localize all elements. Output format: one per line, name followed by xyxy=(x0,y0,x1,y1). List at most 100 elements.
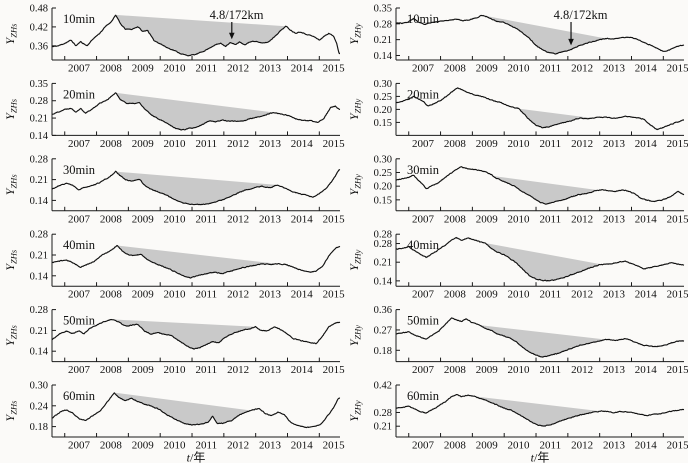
x-axis-title: t/年 xyxy=(531,451,550,463)
x-tick-label: 2008 xyxy=(100,289,123,301)
y-tick-label: 0.28 xyxy=(374,230,392,241)
x-tick-label: 2008 xyxy=(444,138,467,150)
x-tick-label: 2008 xyxy=(444,440,467,452)
y-tick-label: 0.14 xyxy=(30,347,49,358)
subplot-right-50min: 0.36 0.27 0.18 2007 2008 2009 2010 2011 2012 2013… xyxy=(347,305,688,376)
subplot-left-30min: 0.28 0.21 0.14 2007 2008 2009 2010 2011 2012 2013… xyxy=(3,154,345,225)
x-tick-label: 2011 xyxy=(540,364,562,376)
data-series-line xyxy=(395,14,685,55)
envelope-fill xyxy=(114,392,251,426)
subplot-right-60min: 0.42 0.28 0.21 2007 2008 2009 2010 2011 2012 2013… xyxy=(347,381,688,463)
x-tick-label: 2008 xyxy=(100,63,123,75)
x-tick-label: 2010 xyxy=(508,364,531,376)
x-tick-label: 2015 xyxy=(667,364,688,376)
y-tick-label: 0.48 xyxy=(30,4,48,15)
window-label: 20min xyxy=(63,87,96,101)
data-series-line xyxy=(396,317,685,358)
x-tick-label: 2012 xyxy=(227,364,249,376)
x-tick-label: 2011 xyxy=(540,63,562,75)
x-tick-label: 2008 xyxy=(100,213,123,225)
y-tick-label: 0.20 xyxy=(374,105,392,116)
x-tick-label: 2012 xyxy=(571,138,593,150)
subplot-left-60min: 0.30 0.24 0.18 2007 2008 2009 2010 2011 2012 2013… xyxy=(3,381,345,463)
x-tick-label: 2010 xyxy=(164,63,187,75)
x-tick-label: 2007 xyxy=(412,63,435,75)
subplot-right-40min: 0.280.28 0.21 0.14 2007 2008 2009 2010 2011 2012… xyxy=(347,230,688,301)
x-tick-label: 2009 xyxy=(476,138,499,150)
x-tick-label: 2007 xyxy=(412,213,435,225)
x-tick-label: 2010 xyxy=(164,440,187,452)
x-tick-label: 2015 xyxy=(323,440,346,452)
x-tick-label: 2012 xyxy=(227,289,249,301)
y-tick-label: 0.27 xyxy=(374,325,392,336)
data-series-line xyxy=(395,166,685,205)
x-tick-label: 2010 xyxy=(508,213,531,225)
y-tick-label: 0.42 xyxy=(30,22,48,33)
x-tick-label: 2014 xyxy=(291,364,314,376)
x-tick-label: 2015 xyxy=(667,63,688,75)
x-tick-label: 2011 xyxy=(196,138,218,150)
x-tick-label: 2015 xyxy=(667,440,688,452)
data-series-line xyxy=(51,318,341,350)
x-tick-label: 2009 xyxy=(476,63,499,75)
x-tick-label: 2013 xyxy=(603,364,626,376)
y-tick-label: 0.25 xyxy=(374,168,392,179)
y-tick-label: 0.28 xyxy=(30,154,48,165)
data-series-line xyxy=(395,236,685,282)
x-tick-label: 2015 xyxy=(323,63,346,75)
y-tick-label: 0.18 xyxy=(30,422,48,433)
x-tick-label: 2015 xyxy=(323,213,346,225)
x-tick-label: 2008 xyxy=(444,289,467,301)
y-tick-label: 0.21 xyxy=(374,258,392,269)
envelope-fill xyxy=(481,15,606,54)
x-tick-label: 2008 xyxy=(444,63,467,75)
y-axis-title: YZHs xyxy=(3,249,19,271)
x-tick-label: 2013 xyxy=(603,440,626,452)
x-tick-label: 2010 xyxy=(508,289,531,301)
y-tick-label: 0.24 xyxy=(30,401,49,412)
y-axis-title: YZHs xyxy=(3,23,19,45)
x-tick-label: 2010 xyxy=(508,138,531,150)
x-tick-label: 2012 xyxy=(571,63,593,75)
x-tick-label: 2012 xyxy=(571,289,593,301)
x-tick-label: 2007 xyxy=(68,440,91,452)
x-tick-label: 2014 xyxy=(635,364,658,376)
annotation-arrowhead-icon xyxy=(229,32,235,40)
x-tick-label: 2015 xyxy=(323,289,346,301)
subplot-left-10min: 0.48 0.42 0.36 2007 2008 2009 2010 2011 2012 2013… xyxy=(3,4,345,75)
x-tick-label: 2012 xyxy=(227,63,249,75)
envelope-fill xyxy=(485,243,603,281)
x-tick-label: 2013 xyxy=(259,213,282,225)
y-axis-title: YZHs xyxy=(3,174,19,196)
x-tick-label: 2010 xyxy=(164,364,187,376)
window-label: 50min xyxy=(407,314,440,328)
x-tick-label: 2008 xyxy=(100,364,123,376)
x-tick-label: 2011 xyxy=(196,364,218,376)
y-tick-label: 0.28 xyxy=(30,96,48,107)
y-tick-label: 0.35 xyxy=(30,79,48,90)
y-tick-label: 0.21 xyxy=(30,114,48,125)
y-tick-label: 0.14 xyxy=(30,196,49,207)
x-tick-label: 2013 xyxy=(259,138,282,150)
x-tick-label: 2009 xyxy=(132,213,155,225)
window-label: 60min xyxy=(63,389,96,403)
x-tick-label: 2014 xyxy=(291,440,314,452)
x-tick-label: 2008 xyxy=(100,440,123,452)
x-tick-label: 2010 xyxy=(508,63,531,75)
envelope-fill xyxy=(493,176,599,205)
x-tick-label: 2011 xyxy=(540,213,562,225)
subplot-left-50min: 0.28 0.21 0.14 2007 2008 2009 2010 2011 2012 2013… xyxy=(3,305,345,376)
x-tick-label: 2014 xyxy=(635,138,658,150)
y-tick-label: 0.15 xyxy=(374,118,392,129)
y-tick-label: 0.30 xyxy=(30,381,48,392)
data-series-line xyxy=(51,14,340,57)
x-tick-label: 2007 xyxy=(68,138,91,150)
envelope-fill xyxy=(115,14,286,56)
x-tick-label: 2011 xyxy=(196,289,218,301)
subplot-left-40min: 0.28 0.21 0.14 2007 2008 2009 2010 2011 2012 2013… xyxy=(3,230,345,301)
x-tick-label: 2012 xyxy=(227,213,249,225)
x-tick-label: 2011 xyxy=(540,440,562,452)
x-tick-label: 2011 xyxy=(196,213,218,225)
subplot-right-10min: 0.35 0.28 0.21 0.14 2007 2008 2009 2010 2011 2012… xyxy=(347,4,688,75)
